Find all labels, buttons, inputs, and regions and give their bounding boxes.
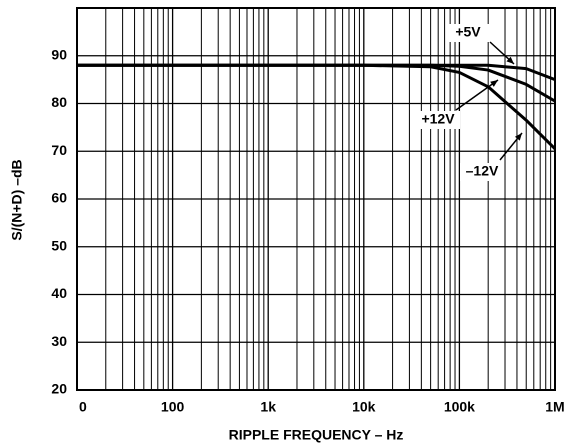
y-tick-label: 40 xyxy=(51,285,67,301)
x-tick-label: 100 xyxy=(161,399,185,415)
plot-frame xyxy=(76,7,556,391)
x-tick-label: 100k xyxy=(444,399,475,415)
y-tick-label: 30 xyxy=(51,333,67,349)
arrow-head xyxy=(490,80,498,87)
x-tick-label: 1k xyxy=(260,399,276,415)
y-tick-label: 20 xyxy=(51,381,67,397)
arrow-head xyxy=(506,56,514,64)
x-tick-label: 1M xyxy=(545,399,564,415)
y-tick-label: 90 xyxy=(51,46,67,62)
arrow-head xyxy=(514,133,522,141)
x-tick-label: 0 xyxy=(79,399,87,415)
series-line xyxy=(77,63,556,82)
x-tick-label: 10k xyxy=(352,399,376,415)
label-bg xyxy=(416,111,460,129)
label-bg xyxy=(460,163,504,181)
series-label: +12V xyxy=(421,111,455,127)
y-tick-label: 80 xyxy=(51,94,67,110)
y-tick-label: 70 xyxy=(51,142,67,158)
series-label: +5V xyxy=(455,24,481,40)
arrow xyxy=(455,79,499,111)
y-tick-label: 50 xyxy=(51,237,67,253)
x-axis-title: RIPPLE FREQUENCY – Hz xyxy=(229,427,404,443)
y-tick-label: 60 xyxy=(51,190,67,206)
series-label: –12V xyxy=(466,163,499,179)
y-axis-title: S/(N+D) –dB xyxy=(9,159,25,240)
label-bg xyxy=(446,24,490,42)
series-line xyxy=(77,63,557,150)
